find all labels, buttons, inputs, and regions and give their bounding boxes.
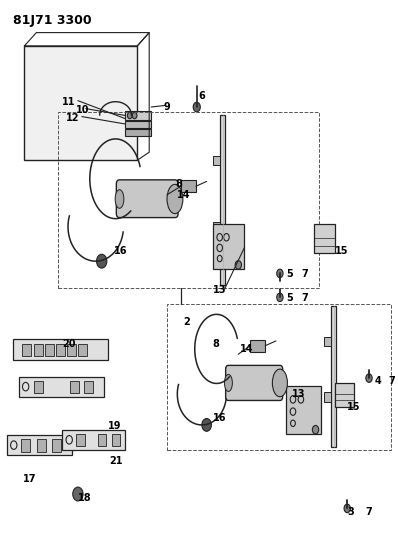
Text: 15: 15 bbox=[347, 402, 361, 413]
Circle shape bbox=[344, 504, 350, 513]
Text: 16: 16 bbox=[113, 246, 127, 255]
Bar bbox=[45, 344, 54, 356]
Bar bbox=[62, 430, 125, 450]
Text: 10: 10 bbox=[76, 104, 90, 115]
Bar bbox=[332, 306, 336, 447]
Bar bbox=[213, 222, 220, 232]
Text: 17: 17 bbox=[22, 474, 36, 484]
Text: 11: 11 bbox=[62, 96, 76, 107]
Bar bbox=[98, 434, 106, 446]
Bar bbox=[213, 156, 220, 165]
Circle shape bbox=[366, 374, 372, 382]
Circle shape bbox=[277, 293, 283, 302]
Ellipse shape bbox=[115, 190, 124, 208]
Circle shape bbox=[97, 254, 107, 268]
Text: 7: 7 bbox=[389, 376, 396, 386]
Circle shape bbox=[277, 269, 283, 278]
Bar bbox=[67, 344, 76, 356]
Bar bbox=[336, 383, 354, 407]
Text: 2: 2 bbox=[183, 317, 189, 327]
Text: 9: 9 bbox=[163, 102, 170, 112]
Circle shape bbox=[312, 425, 319, 434]
Text: 12: 12 bbox=[66, 112, 80, 123]
Bar bbox=[76, 434, 85, 446]
Bar bbox=[58, 112, 320, 288]
Text: 4: 4 bbox=[375, 376, 382, 386]
Bar bbox=[125, 121, 151, 128]
Text: 18: 18 bbox=[78, 492, 92, 503]
Bar bbox=[84, 381, 93, 393]
Bar bbox=[167, 304, 391, 450]
Circle shape bbox=[235, 261, 242, 269]
Bar bbox=[314, 224, 336, 253]
Bar bbox=[52, 439, 61, 451]
Bar bbox=[181, 180, 196, 192]
Text: 7: 7 bbox=[302, 270, 308, 279]
Text: 16: 16 bbox=[213, 413, 226, 423]
Bar bbox=[250, 340, 265, 352]
Bar bbox=[111, 434, 120, 446]
Text: 14: 14 bbox=[240, 344, 254, 354]
Bar bbox=[22, 344, 31, 356]
Text: 15: 15 bbox=[336, 246, 349, 255]
Ellipse shape bbox=[224, 374, 232, 391]
Circle shape bbox=[202, 418, 211, 431]
Text: 3: 3 bbox=[347, 507, 354, 517]
Text: 21: 21 bbox=[109, 456, 123, 465]
Bar bbox=[220, 115, 225, 285]
Bar bbox=[24, 46, 137, 160]
Bar bbox=[70, 381, 79, 393]
Circle shape bbox=[127, 112, 132, 119]
Text: 8: 8 bbox=[175, 179, 182, 189]
Ellipse shape bbox=[272, 369, 287, 397]
Bar bbox=[324, 337, 332, 346]
Circle shape bbox=[193, 102, 200, 112]
Text: 81J71 3300: 81J71 3300 bbox=[13, 14, 91, 27]
Circle shape bbox=[73, 487, 83, 501]
Bar bbox=[19, 376, 103, 397]
Ellipse shape bbox=[167, 184, 183, 214]
Bar bbox=[21, 439, 30, 451]
Text: 20: 20 bbox=[62, 338, 76, 349]
Text: 7: 7 bbox=[302, 293, 308, 303]
Text: 8: 8 bbox=[213, 338, 219, 349]
Bar bbox=[34, 381, 43, 393]
Circle shape bbox=[132, 112, 137, 119]
Bar bbox=[7, 435, 72, 455]
Bar bbox=[286, 386, 322, 434]
Text: 14: 14 bbox=[177, 190, 190, 200]
Bar bbox=[56, 344, 65, 356]
Text: 6: 6 bbox=[199, 91, 205, 101]
Bar bbox=[125, 111, 151, 120]
Text: 13: 13 bbox=[213, 286, 226, 295]
Bar bbox=[34, 344, 43, 356]
Text: 5: 5 bbox=[286, 293, 293, 303]
Bar bbox=[125, 130, 151, 136]
Bar bbox=[324, 392, 332, 402]
Bar bbox=[213, 224, 244, 269]
Bar bbox=[37, 439, 46, 451]
FancyBboxPatch shape bbox=[226, 366, 283, 400]
Text: 7: 7 bbox=[365, 507, 372, 517]
Bar bbox=[78, 344, 87, 356]
Bar bbox=[13, 340, 107, 360]
Text: 19: 19 bbox=[107, 421, 121, 431]
Text: 13: 13 bbox=[292, 389, 305, 399]
Text: 5: 5 bbox=[286, 270, 293, 279]
FancyBboxPatch shape bbox=[116, 180, 178, 217]
